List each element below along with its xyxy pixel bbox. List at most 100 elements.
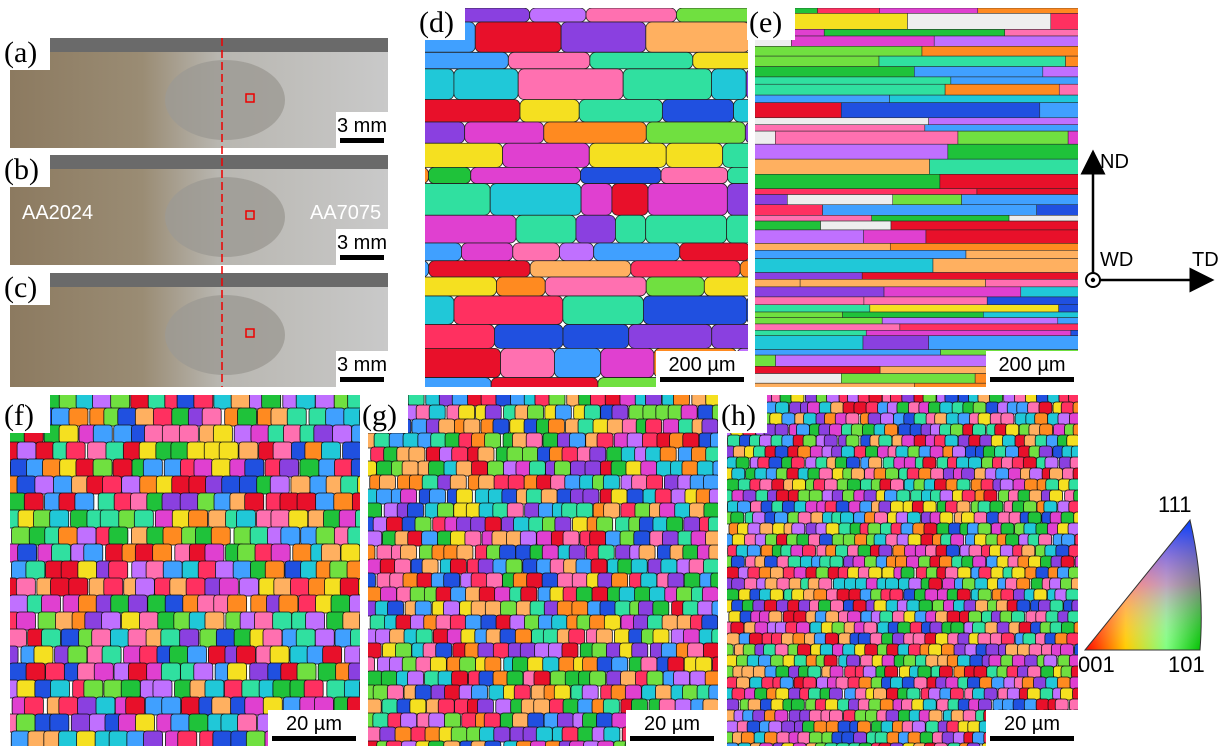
grain [297,493,316,511]
grain [1039,600,1052,612]
grain [604,727,620,742]
grain [709,685,725,700]
grain [436,615,452,630]
grain [416,629,432,644]
grain [987,297,1174,305]
grain [1036,567,1049,579]
grain [967,677,980,689]
grain [43,459,62,477]
grain [92,629,111,647]
grain [522,447,538,462]
grain [697,461,713,476]
grain [604,503,620,518]
grain [874,512,887,524]
grain [873,688,886,700]
grain [937,523,950,535]
grain [792,523,805,535]
grain [297,663,316,681]
grain [870,633,883,645]
grain [493,643,509,658]
grain [274,578,293,596]
grain [939,666,952,678]
grain [712,69,747,100]
grain [181,697,200,715]
grain [940,174,1190,188]
grain [96,697,115,715]
grain [102,646,121,664]
grain [820,534,833,546]
grain [134,510,153,528]
grain [496,699,512,714]
grain [331,595,350,613]
grain [205,612,224,630]
grain [868,523,881,535]
grain [593,419,609,434]
grain [923,501,936,513]
grain [605,391,621,406]
grain [923,391,936,403]
background-strip [10,273,388,287]
grain [316,493,335,511]
grain [163,527,182,545]
grain [69,578,88,596]
grain [753,710,766,722]
weld-nugget [165,60,285,140]
grain [289,510,308,528]
grain [606,531,622,546]
grain [829,710,842,722]
grain [1050,490,1063,502]
grain [879,501,892,513]
grain [980,677,993,689]
grain [382,699,398,714]
panel: (g)20 µm [359,391,729,746]
grain [388,261,428,277]
scale-bar [990,377,1074,382]
grain [510,419,526,434]
grain [485,517,501,532]
grain [660,503,676,518]
grain [516,545,532,560]
grain [486,573,502,588]
grain [922,46,1096,56]
grain [777,732,790,744]
grain [1071,578,1084,590]
grain [639,601,655,616]
grain [456,461,472,476]
grain [415,215,516,243]
grain [962,468,975,480]
grain [0,680,19,698]
grain [401,489,417,504]
grain [777,578,790,590]
grain [1061,622,1074,634]
scale-bar-label: 200 µm [998,354,1065,376]
grain [170,646,189,664]
grain [978,501,991,513]
grain [135,544,154,562]
grain [930,446,943,458]
grain [732,468,745,480]
grain [79,595,98,613]
grain [808,666,821,678]
grain [228,595,247,613]
grain [460,657,476,672]
panels: (a)3 mm(b)3 mmAA2024AA7075(c)3 mm(d)200 … [0,2,1227,746]
grain [702,615,718,630]
grain [677,587,693,602]
grain [668,573,684,588]
grain [892,611,905,623]
grain [770,413,783,425]
grain [381,671,397,686]
grain [245,459,264,477]
grain [529,461,545,476]
grain [974,666,987,678]
grain [445,685,461,700]
grain [542,573,558,588]
grain [1066,56,1227,66]
grain [592,587,608,602]
grain [951,622,964,634]
grain [293,544,312,562]
grain [945,501,958,513]
scale-bar [272,736,356,741]
grain [704,559,720,574]
grain [914,67,1043,77]
